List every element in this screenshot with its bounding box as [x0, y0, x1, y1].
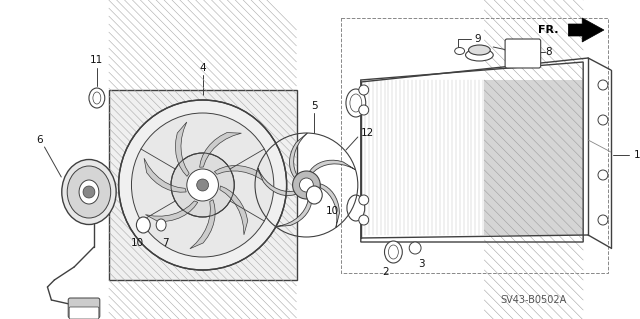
Text: 5: 5 — [311, 101, 317, 111]
Polygon shape — [484, 80, 583, 235]
Circle shape — [118, 100, 287, 270]
Polygon shape — [310, 160, 356, 173]
Bar — [484, 80, 583, 235]
Circle shape — [598, 170, 608, 180]
Text: 6: 6 — [36, 135, 43, 145]
Ellipse shape — [346, 89, 365, 117]
Circle shape — [187, 169, 218, 201]
Text: 12: 12 — [361, 128, 374, 138]
Polygon shape — [289, 133, 307, 178]
Polygon shape — [200, 132, 241, 167]
Text: 10: 10 — [326, 206, 339, 216]
Circle shape — [196, 179, 209, 191]
Ellipse shape — [468, 45, 490, 55]
Text: FR.: FR. — [538, 25, 559, 35]
Polygon shape — [214, 166, 267, 183]
Ellipse shape — [89, 88, 105, 108]
Polygon shape — [175, 122, 189, 176]
FancyBboxPatch shape — [68, 298, 100, 318]
Polygon shape — [220, 186, 248, 235]
Circle shape — [171, 153, 234, 217]
Text: 7: 7 — [162, 238, 168, 248]
Text: 2: 2 — [382, 267, 389, 277]
Bar — [341, 18, 608, 273]
Circle shape — [292, 171, 320, 199]
Ellipse shape — [67, 166, 111, 218]
Text: 11: 11 — [90, 55, 104, 65]
Text: 9: 9 — [474, 34, 481, 44]
Ellipse shape — [347, 195, 365, 221]
Ellipse shape — [62, 160, 116, 225]
Text: 8: 8 — [545, 47, 552, 57]
Ellipse shape — [79, 180, 99, 204]
Text: 3: 3 — [418, 259, 424, 269]
Text: 10: 10 — [131, 238, 144, 248]
FancyBboxPatch shape — [69, 307, 99, 319]
Polygon shape — [144, 158, 186, 192]
Circle shape — [359, 85, 369, 95]
Polygon shape — [258, 168, 296, 196]
Polygon shape — [145, 201, 198, 222]
Circle shape — [83, 186, 95, 198]
Ellipse shape — [136, 217, 150, 233]
Ellipse shape — [454, 48, 465, 55]
Text: SV43-B0502A: SV43-B0502A — [500, 295, 567, 305]
Circle shape — [300, 178, 314, 192]
Polygon shape — [190, 200, 215, 249]
Circle shape — [598, 115, 608, 125]
Circle shape — [131, 113, 274, 257]
FancyBboxPatch shape — [505, 39, 541, 68]
Circle shape — [598, 215, 608, 225]
Circle shape — [359, 215, 369, 225]
Circle shape — [359, 105, 369, 115]
Text: 4: 4 — [199, 63, 206, 73]
Circle shape — [359, 195, 369, 205]
Ellipse shape — [156, 219, 166, 231]
Ellipse shape — [465, 49, 493, 61]
Bar — [109, 90, 296, 280]
Text: 1: 1 — [634, 150, 640, 160]
Circle shape — [409, 242, 421, 254]
Polygon shape — [568, 18, 604, 42]
Ellipse shape — [307, 186, 322, 204]
Polygon shape — [320, 184, 339, 227]
Circle shape — [598, 80, 608, 90]
Ellipse shape — [385, 241, 403, 263]
Polygon shape — [275, 198, 312, 226]
